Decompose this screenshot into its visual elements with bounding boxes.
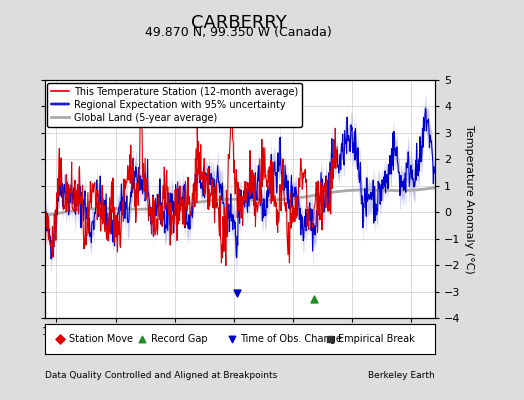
Text: Data Quality Controlled and Aligned at Breakpoints: Data Quality Controlled and Aligned at B… <box>45 371 277 380</box>
Text: Berkeley Earth: Berkeley Earth <box>368 371 435 380</box>
Text: 49.870 N, 99.350 W (Canada): 49.870 N, 99.350 W (Canada) <box>145 26 332 39</box>
Y-axis label: Temperature Anomaly (°C): Temperature Anomaly (°C) <box>464 125 474 273</box>
Text: Time of Obs. Change: Time of Obs. Change <box>241 334 342 344</box>
Text: CARBERRY: CARBERRY <box>191 14 286 32</box>
Text: Station Move: Station Move <box>69 334 133 344</box>
Point <box>233 290 241 296</box>
Point <box>56 336 64 342</box>
Point <box>325 336 334 342</box>
Text: Record Gap: Record Gap <box>151 334 208 344</box>
Text: Empirical Break: Empirical Break <box>338 334 415 344</box>
Point <box>310 296 318 303</box>
Point <box>228 336 236 342</box>
Legend: This Temperature Station (12-month average), Regional Expectation with 95% uncer: This Temperature Station (12-month avera… <box>48 83 302 126</box>
Point <box>138 336 146 342</box>
